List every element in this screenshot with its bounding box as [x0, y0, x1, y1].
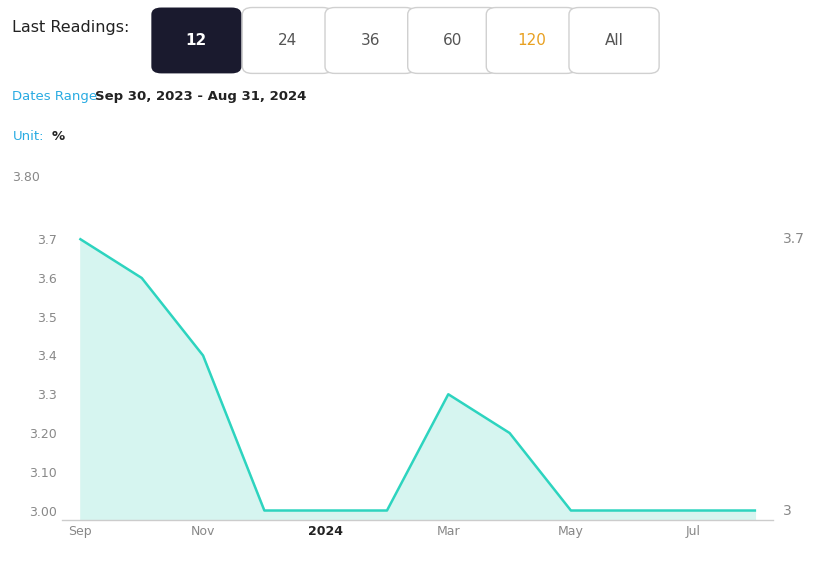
Text: Unit:: Unit:	[12, 130, 44, 143]
Text: 36: 36	[361, 33, 380, 48]
Text: %: %	[52, 130, 65, 143]
Text: Last Readings:: Last Readings:	[12, 20, 130, 35]
Text: 120: 120	[517, 33, 546, 48]
Text: Dates Range:: Dates Range:	[12, 90, 102, 102]
Text: 3: 3	[782, 503, 791, 517]
Text: 3.7: 3.7	[782, 232, 805, 246]
Text: 12: 12	[186, 33, 207, 48]
Text: 60: 60	[443, 33, 462, 48]
Text: Sep 30, 2023 - Aug 31, 2024: Sep 30, 2023 - Aug 31, 2024	[95, 90, 307, 102]
Text: 3.80: 3.80	[12, 171, 41, 184]
Text: All: All	[605, 33, 624, 48]
Text: 24: 24	[278, 33, 297, 48]
